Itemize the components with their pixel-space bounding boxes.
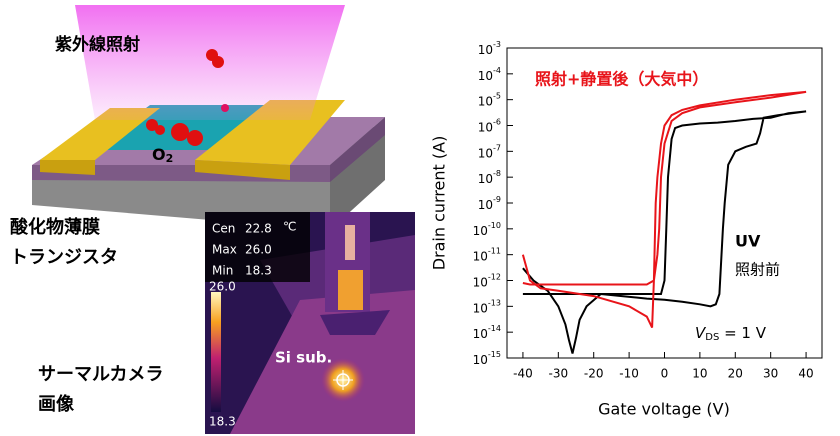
y-tick-base: 10 bbox=[478, 68, 493, 82]
y-tick-exponent: -9 bbox=[493, 195, 501, 204]
series-line bbox=[522, 110, 807, 354]
thermal-image bbox=[205, 212, 415, 434]
x-tick-label: 0 bbox=[661, 367, 669, 381]
x-axis-label: Gate voltage (V) bbox=[598, 400, 730, 419]
x-tick-label: -40 bbox=[513, 367, 533, 381]
y-tick-base: 10 bbox=[478, 120, 493, 134]
y-tick-exponent: -10 bbox=[488, 220, 501, 229]
y-tick-exponent: -15 bbox=[488, 350, 501, 359]
x-tick-label: 30 bbox=[763, 367, 778, 381]
y-tick-base: 10 bbox=[473, 301, 488, 315]
y-tick-base: 10 bbox=[478, 94, 493, 108]
o2-label: O2 bbox=[152, 145, 173, 166]
y-tick-label: 10-9 bbox=[478, 195, 501, 212]
uv-label: 紫外線照射 bbox=[55, 34, 140, 55]
x-tick-label: 20 bbox=[728, 367, 743, 381]
y-tick-base: 10 bbox=[478, 198, 493, 212]
y-tick-exponent: -3 bbox=[493, 40, 501, 49]
y-tick-base: 10 bbox=[478, 172, 493, 186]
y-tick-label: 10-5 bbox=[478, 91, 501, 108]
y-tick-label: 10-4 bbox=[478, 65, 501, 82]
vds-symbol: V bbox=[695, 324, 707, 342]
readout-value: 26.0 bbox=[245, 243, 272, 257]
series-label: UV bbox=[735, 232, 761, 251]
chart: Gate voltage (V) Drain current (A) VDS =… bbox=[430, 40, 823, 419]
y-tick-base: 10 bbox=[473, 275, 488, 289]
y-tick-label: 10-6 bbox=[478, 117, 501, 134]
o2-text: O bbox=[152, 145, 166, 164]
y-tick-label: 10-15 bbox=[473, 350, 501, 367]
y-tick-base: 10 bbox=[473, 327, 488, 341]
y-tick-base: 10 bbox=[473, 353, 488, 367]
y-tick-exponent: -6 bbox=[493, 117, 501, 126]
x-tick-label: -30 bbox=[549, 367, 569, 381]
readout-label: Min bbox=[212, 264, 233, 278]
y-tick-label: 10-8 bbox=[478, 169, 501, 186]
scale-max: 26.0 bbox=[209, 280, 236, 294]
y-tick-exponent: -8 bbox=[493, 169, 501, 178]
x-tick-label: -10 bbox=[619, 367, 639, 381]
y-tick-exponent: -5 bbox=[493, 91, 501, 100]
device-label: 酸化物薄膜 bbox=[10, 216, 100, 238]
y-tick-label: 10-3 bbox=[478, 40, 501, 57]
y-tick-label: 10-10 bbox=[473, 220, 501, 237]
y-tick-exponent: -7 bbox=[493, 143, 501, 152]
y-tick-base: 10 bbox=[478, 43, 493, 57]
y-tick-label: 10-13 bbox=[473, 298, 501, 315]
o2-sub: 2 bbox=[166, 152, 174, 165]
x-tick-label: 10 bbox=[692, 367, 707, 381]
thermal-caption: 画像 bbox=[38, 394, 75, 415]
y-tick-base: 10 bbox=[478, 146, 493, 160]
device-label: トランジスタ bbox=[10, 247, 118, 268]
y-tick-exponent: -13 bbox=[488, 298, 501, 307]
readout-value: 18.3 bbox=[245, 264, 272, 278]
readout-label: Max bbox=[212, 243, 237, 257]
y-tick-exponent: -14 bbox=[488, 324, 501, 333]
thermal-caption: サーマルカメラ bbox=[38, 364, 163, 385]
y-tick-label: 10-7 bbox=[478, 143, 501, 160]
vds-annotation: VDS = 1 V bbox=[695, 324, 767, 344]
y-tick-base: 10 bbox=[473, 249, 488, 263]
y-tick-label: 10-14 bbox=[473, 324, 501, 341]
readout-unit: ℃ bbox=[283, 220, 296, 234]
vds-text: = 1 V bbox=[719, 324, 766, 342]
device-illustration bbox=[32, 5, 385, 230]
readout-value: 22.8 bbox=[245, 222, 272, 236]
vds-sub: DS bbox=[705, 332, 719, 343]
y-tick-exponent: -12 bbox=[488, 272, 501, 281]
sample-label: Si sub. bbox=[275, 349, 332, 367]
readout-label: Cen bbox=[212, 222, 235, 236]
x-tick-label: -20 bbox=[584, 367, 604, 381]
series-label: 照射+静置後（大気中） bbox=[535, 70, 708, 89]
series-line bbox=[521, 90, 807, 329]
series-label: 照射前 bbox=[735, 261, 780, 279]
x-tick-label: 40 bbox=[798, 367, 813, 381]
y-tick-base: 10 bbox=[473, 223, 488, 237]
y-tick-exponent: -4 bbox=[493, 65, 501, 74]
y-axis-label: Drain current (A) bbox=[430, 136, 449, 271]
y-tick-exponent: -11 bbox=[488, 246, 501, 255]
scale-min: 18.3 bbox=[209, 415, 236, 429]
y-tick-label: 10-12 bbox=[473, 272, 501, 289]
y-tick-label: 10-11 bbox=[473, 246, 501, 263]
